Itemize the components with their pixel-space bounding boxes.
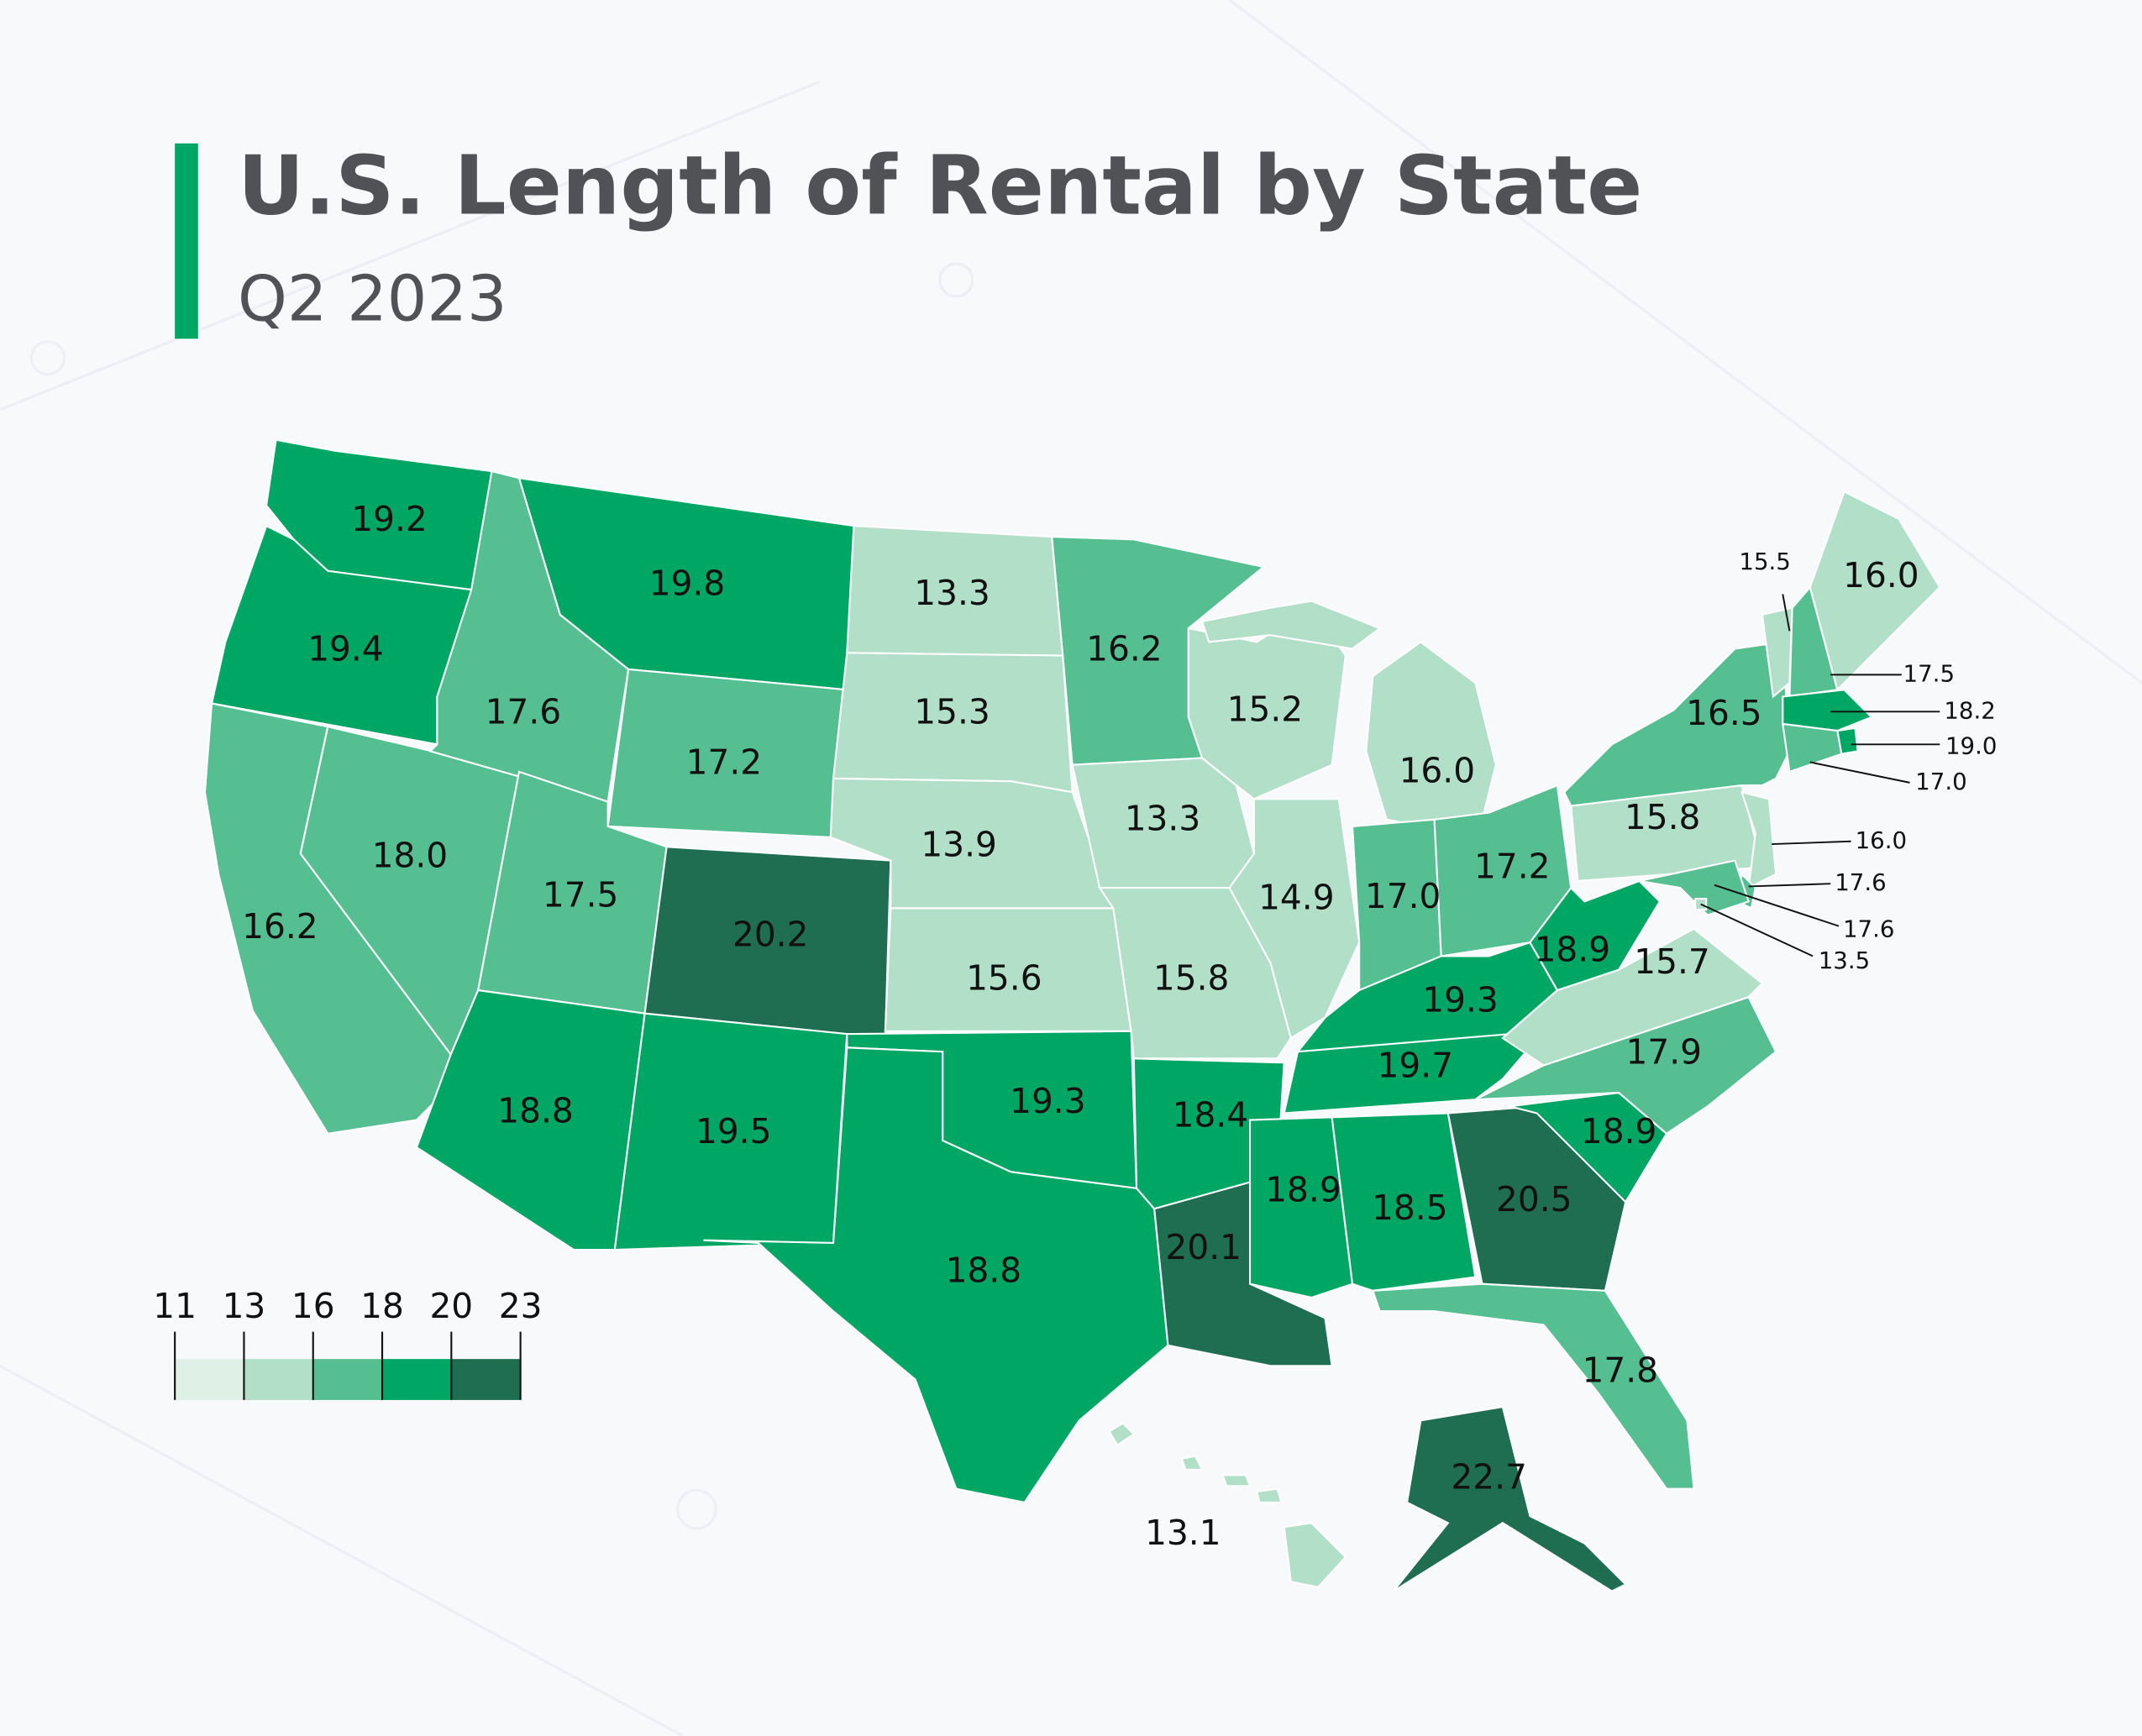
state [1529, 879, 1662, 992]
legend-label: 16 [291, 1286, 335, 1326]
state [1639, 859, 1750, 916]
legend-label: 20 [429, 1286, 473, 1326]
state [428, 469, 630, 803]
legend-swatch [451, 1359, 521, 1400]
value-label: 19.3 [1010, 1081, 1086, 1121]
value-label: 18.9 [1265, 1170, 1341, 1210]
state [703, 1046, 1169, 1504]
leader-line [1748, 883, 1831, 888]
state [1283, 1030, 1546, 1115]
leader-line [1782, 594, 1791, 632]
legend-swatch [175, 1359, 244, 1400]
value-label: 19.4 [307, 629, 384, 669]
state [1248, 1116, 1354, 1299]
value-label: 17.5 [1903, 659, 1956, 687]
value-label: 18.8 [946, 1251, 1022, 1291]
subtitle: Q2 2023 [238, 263, 507, 336]
value-label: 13.1 [1145, 1513, 1221, 1553]
value-label: 18.9 [1535, 930, 1611, 970]
value-label: 18.0 [372, 835, 448, 875]
value-label: 15.8 [1625, 797, 1701, 837]
legend-label: 13 [223, 1286, 266, 1326]
value-label: 16.2 [242, 906, 318, 947]
value-label: 18.5 [1372, 1188, 1448, 1228]
leader-line [1714, 884, 1840, 927]
value-label: 15.3 [914, 692, 990, 732]
value-label: 18.9 [1581, 1111, 1657, 1151]
value-label: 20.2 [732, 915, 809, 955]
state [1509, 1091, 1668, 1204]
value-label: 19.7 [1378, 1046, 1454, 1086]
state [1331, 1112, 1477, 1292]
title: U.S. Length of Rental by State [238, 139, 1642, 234]
state [1782, 722, 1843, 774]
value-label: 19.8 [649, 564, 726, 604]
value-label: 17.9 [1626, 1031, 1703, 1072]
value-label: 15.2 [1227, 689, 1304, 729]
value-label: 17.6 [1843, 915, 1895, 942]
legend-swatch [244, 1359, 313, 1400]
state [1740, 790, 1777, 889]
value-label: 16.0 [1843, 555, 1919, 595]
value-label: 14.9 [1258, 878, 1335, 918]
value-label: 18.8 [497, 1090, 574, 1130]
value-label: 19.2 [351, 499, 428, 539]
value-label: 13.3 [914, 573, 990, 613]
state [1809, 490, 1941, 692]
value-label: 19.0 [1945, 732, 1998, 760]
legend-label: 23 [499, 1286, 543, 1326]
value-label: 13.5 [1819, 947, 1871, 974]
state [1392, 1405, 1628, 1592]
value-label: 17.0 [1365, 876, 1441, 916]
value-label: 19.3 [1422, 980, 1499, 1020]
leader-line [1700, 903, 1814, 957]
value-label: 19.5 [696, 1111, 772, 1151]
value-label: 22.7 [1451, 1456, 1527, 1497]
legend: 11 13 16 18 20 23 [153, 1286, 542, 1400]
value-label: 18.4 [1173, 1094, 1249, 1135]
state [1228, 798, 1361, 1040]
value-label: 15.7 [1634, 941, 1710, 982]
value-label: 15.5 [1739, 548, 1791, 575]
value-label: 16.0 [1399, 750, 1476, 790]
state [1782, 689, 1873, 732]
value-label: 16.2 [1086, 629, 1163, 669]
value-label: 13.9 [921, 824, 997, 864]
value-label: 13.3 [1125, 798, 1201, 838]
value-label: 17.0 [1915, 768, 1967, 795]
value-label: 17.2 [1474, 846, 1551, 886]
value-label: 15.6 [966, 958, 1042, 999]
value-label: 16.5 [1686, 693, 1762, 733]
leader-line [1772, 840, 1851, 846]
value-label: 20.1 [1165, 1227, 1242, 1267]
map: 19.2 19.4 16.2 18.0 17.6 19.8 17.2 17.5 20.2 18.8… [203, 438, 1998, 1592]
value-label: 17.2 [686, 742, 763, 783]
value-label: 17.5 [543, 874, 619, 915]
value-label: 20.5 [1496, 1179, 1572, 1219]
value-label: 17.8 [1583, 1350, 1659, 1390]
legend-label: 18 [360, 1286, 404, 1326]
value-label: 15.8 [1153, 958, 1230, 999]
legend-swatch [312, 1359, 383, 1400]
leader-line [1809, 761, 1910, 784]
legend-label: 11 [153, 1286, 197, 1326]
value-label: 18.2 [1944, 696, 1996, 724]
state [1108, 1422, 1347, 1588]
value-label: 17.6 [1835, 868, 1887, 896]
value-label: 16.0 [1856, 826, 1908, 854]
state [1371, 1282, 1695, 1490]
legend-swatch [382, 1359, 452, 1400]
title-bar [175, 143, 198, 339]
value-label: 17.6 [486, 692, 562, 732]
